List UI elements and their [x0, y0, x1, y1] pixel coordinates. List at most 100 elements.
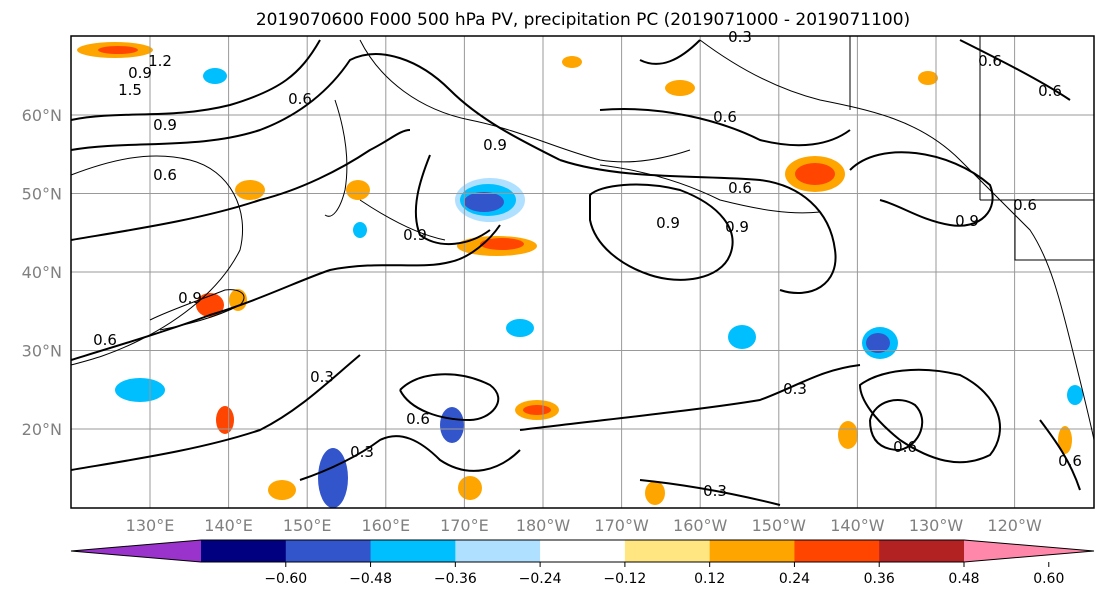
pv-contour: [299, 435, 521, 481]
lon-tick-label: 180°W: [516, 516, 571, 535]
colorbar-label: −0.48: [349, 571, 392, 587]
pv-contour: [639, 479, 781, 506]
lon-tick-label: 120°W: [987, 516, 1042, 535]
colorbar-label: −0.36: [434, 571, 477, 587]
map-frame: [70, 35, 1095, 509]
colorbar-segment: [794, 540, 880, 562]
precip-blob: [464, 192, 504, 212]
pv-contour: [399, 373, 500, 422]
colorbar-label: −0.12: [603, 571, 646, 587]
precip-blob: [196, 293, 224, 317]
precip-blob: [1067, 385, 1083, 405]
precip-blob: [235, 180, 265, 200]
pv-contour: [869, 399, 924, 452]
kamchatka-coast: [324, 99, 348, 217]
lon-tick-label: 170°W: [594, 516, 649, 535]
pv-contour: [599, 108, 851, 147]
lon-tick-label: 160°W: [673, 516, 728, 535]
colorbar-extend-min: [71, 540, 201, 562]
contour-label: 1.2: [148, 52, 172, 70]
colorbar-segment: [879, 540, 965, 562]
colorbar-segment: [709, 540, 795, 562]
lon-tick-label: 130°W: [909, 516, 964, 535]
precip-blob: [918, 71, 938, 85]
pv-contour: [70, 224, 501, 361]
precip-blob: [506, 319, 534, 337]
contour-label: 1.5: [118, 81, 142, 99]
lat-tick-label: 30°N: [22, 342, 62, 361]
contour-label: 0.6: [978, 52, 1002, 70]
colorbar: −0.60 −0.48 −0.36 −0.24 −0.12 0.12 0.24 0.36 0.4…: [70, 539, 1095, 587]
longitude-tick-labels: 130°E 140°E 150°E 160°E 170°E 180°W 170°W 160°W…: [126, 516, 1042, 535]
pv-contour: [70, 53, 561, 161]
colorbar-label: 0.48: [948, 571, 979, 587]
pv-contour: [70, 354, 361, 471]
colorbar-segment: [370, 540, 456, 562]
lat-tick-label: 40°N: [22, 263, 62, 282]
colorbar-label: −0.24: [519, 571, 562, 587]
contour-label: 0.6: [1038, 82, 1062, 100]
coastlines: [70, 36, 1095, 441]
contour-label: 0.9: [178, 289, 202, 307]
lat-tick-label: 20°N: [22, 420, 62, 439]
pv-contour: [414, 154, 491, 246]
pv-contour: [1039, 419, 1081, 491]
precip-blob: [866, 333, 890, 353]
colorbar-segment: [201, 540, 287, 562]
precip-blob: [98, 46, 138, 54]
pv-contour: [559, 159, 837, 295]
lat-tick-label: 60°N: [22, 106, 62, 125]
lon-tick-label: 140°W: [830, 516, 885, 535]
precip-blob: [440, 407, 464, 443]
lat-tick-label: 50°N: [22, 185, 62, 204]
precip-blob: [665, 80, 695, 96]
map-panel: 0.9 1.2 1.5 0.9 0.6 0.6 0.9 0.9 0.6 0.9 …: [70, 28, 1095, 509]
aleutian-islands: [599, 164, 821, 214]
colorbar-label: 0.24: [779, 571, 810, 587]
colorbar-segment: [540, 540, 626, 562]
precip-blob: [480, 238, 524, 250]
precip-blob: [353, 222, 367, 238]
lon-tick-label: 140°E: [204, 516, 253, 535]
contour-label: 0.9: [153, 116, 177, 134]
precip-blob: [216, 406, 234, 434]
pv-contour: [70, 129, 411, 241]
colorbar-segment: [624, 540, 711, 562]
pv-contour: [589, 183, 734, 281]
lon-tick-label: 130°E: [126, 516, 175, 535]
contour-label: 0.9: [725, 218, 749, 236]
contour-label: 0.9: [483, 136, 507, 154]
contour-label: 0.6: [288, 90, 312, 108]
pv-contour: [858, 368, 1001, 464]
precip-blob: [1058, 426, 1072, 454]
colorbar-label: 0.12: [694, 571, 725, 587]
pv-contour: [639, 39, 701, 65]
precip-blob: [458, 476, 482, 500]
precip-blob: [268, 480, 296, 500]
precip-blob: [728, 325, 756, 349]
precip-blob: [115, 378, 165, 402]
contour-label: 0.3: [783, 380, 807, 398]
precip-blob: [318, 448, 348, 508]
pv-contour: [519, 364, 861, 431]
borders: [849, 36, 1094, 261]
colorbar-label: 0.36: [864, 571, 895, 587]
colorbar-outline: [70, 539, 1095, 563]
lon-tick-label: 150°W: [752, 516, 807, 535]
contour-label: 0.6: [728, 179, 752, 197]
contour-label: 0.6: [713, 108, 737, 126]
contour-label: 0.6: [153, 166, 177, 184]
colorbar-label: 0.60: [1033, 571, 1064, 587]
graticule: [71, 36, 1094, 508]
precip-blob: [838, 421, 858, 449]
precip-blob: [645, 481, 665, 505]
contour-label: 0.9: [955, 212, 979, 230]
contour-label: 0.6: [93, 331, 117, 349]
colorbar-extend-max: [964, 540, 1094, 562]
contour-labels: 0.9 1.2 1.5 0.9 0.6 0.6 0.9 0.9 0.6 0.9 …: [93, 28, 1082, 500]
contour-label: 0.9: [656, 214, 680, 232]
pv-contour: [849, 151, 994, 227]
colorbar-label: −0.60: [264, 571, 307, 587]
precip-blob: [346, 180, 370, 200]
